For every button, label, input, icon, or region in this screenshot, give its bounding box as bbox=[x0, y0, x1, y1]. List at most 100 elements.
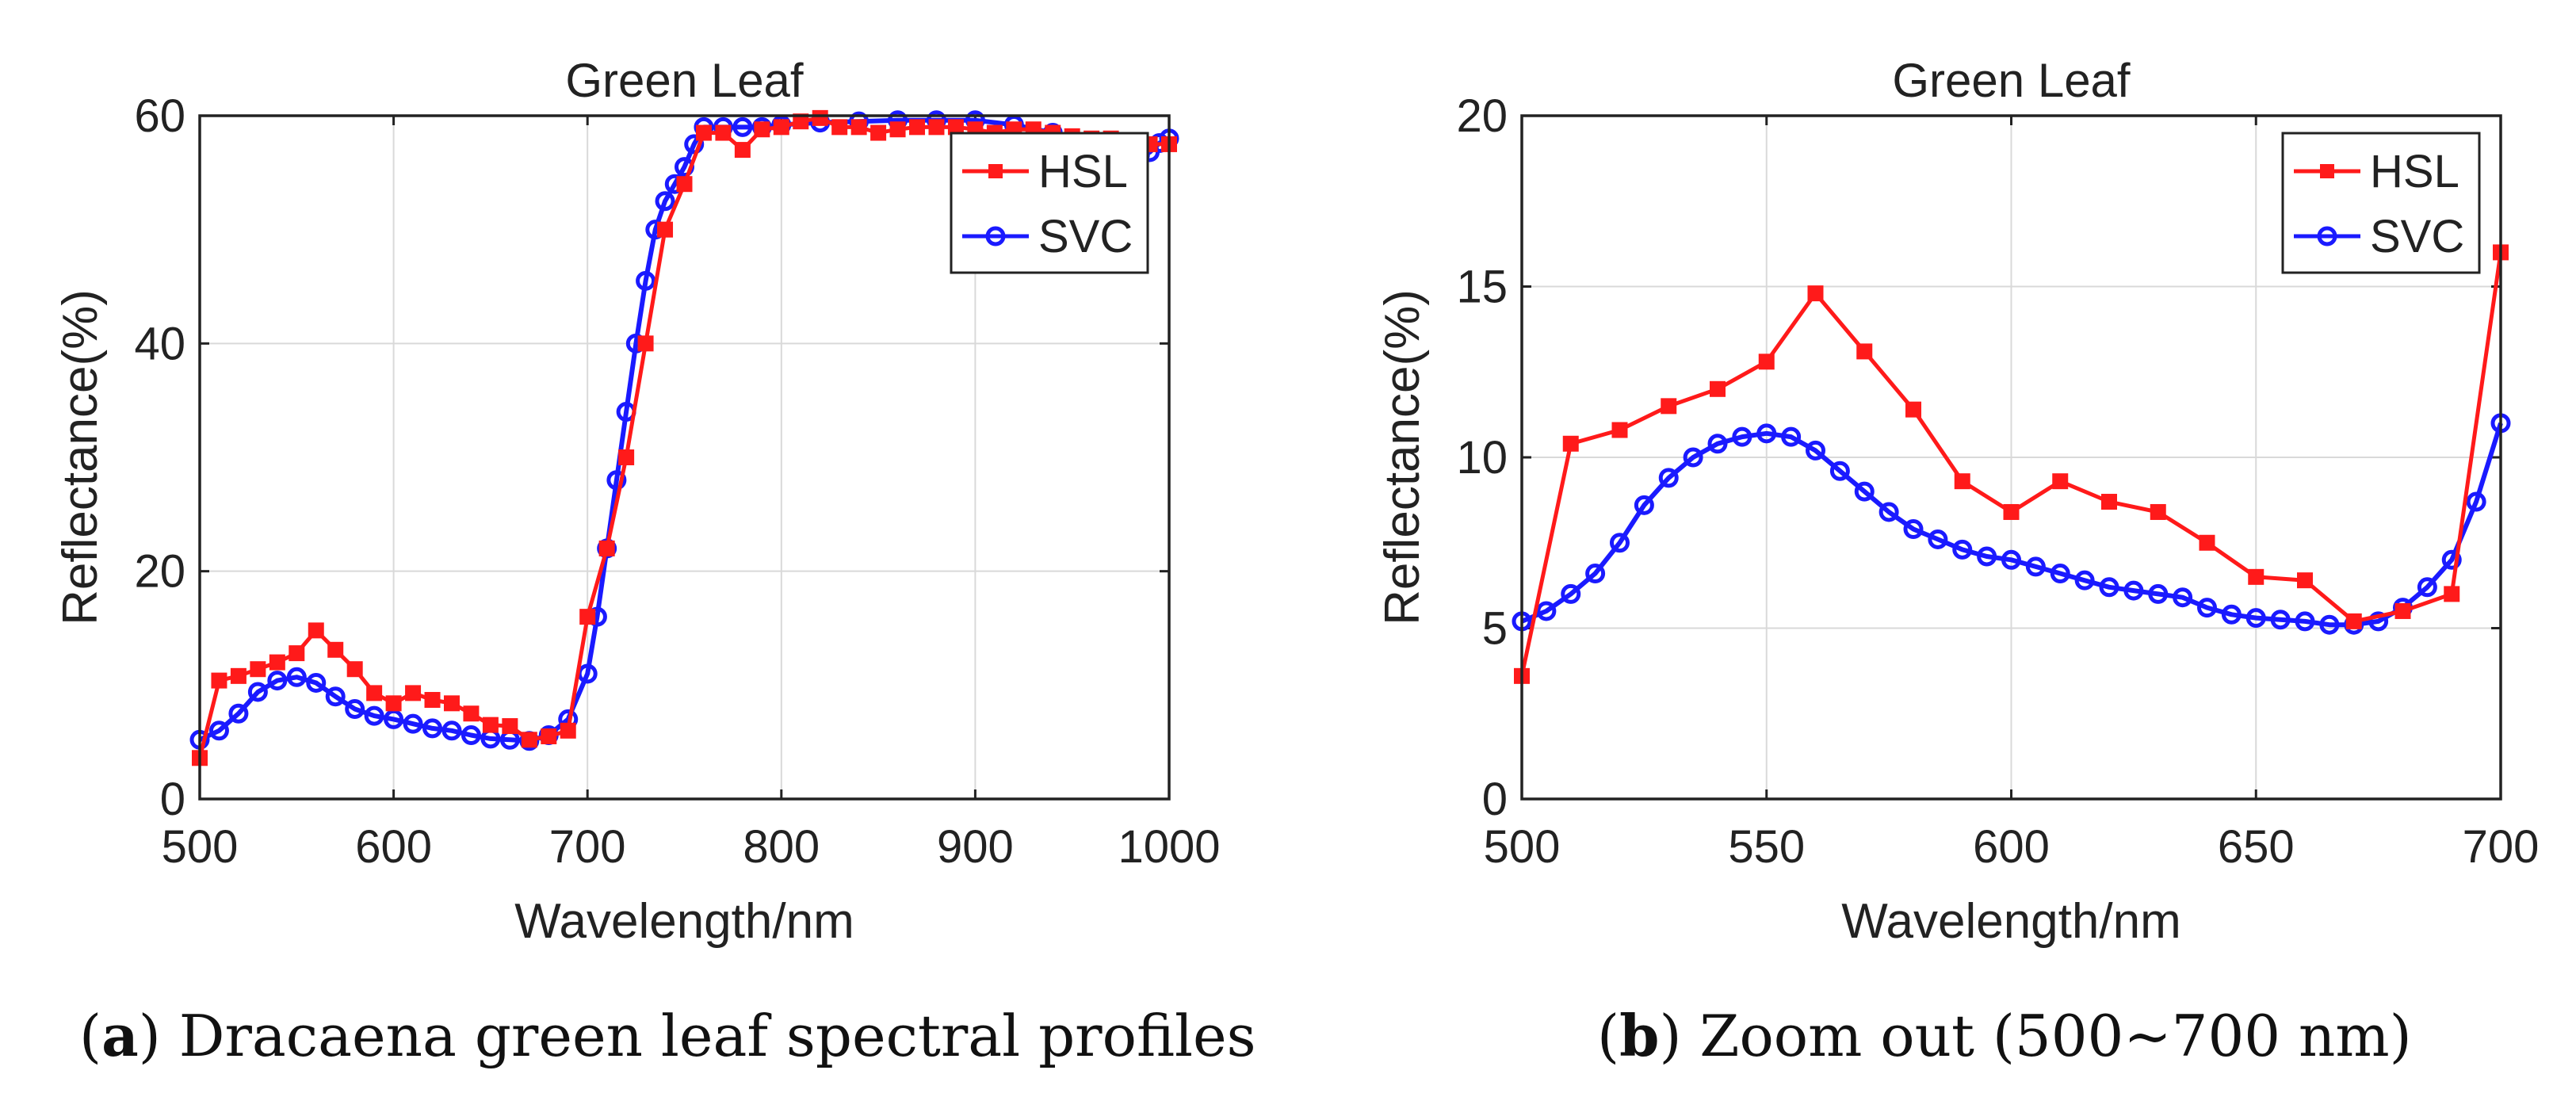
chart-panel-a: 500 600 700 800 900 1000 0 20 40 60 Green Leaf Wave… bbox=[53, 54, 1221, 949]
data-point-b-svc-4 bbox=[1610, 533, 1630, 553]
x-tick-label-a-700: 700 bbox=[549, 821, 626, 873]
data-point-a-hsl-2 bbox=[230, 667, 247, 684]
legend-box-a bbox=[950, 132, 1149, 274]
data-point-b-svc-33 bbox=[2319, 614, 2340, 635]
data-point-b-hsl-12 bbox=[2101, 494, 2117, 510]
caption-a-letter: a bbox=[101, 1002, 139, 1069]
data-point-a-hsl-37 bbox=[909, 119, 926, 136]
data-point-b-svc-1 bbox=[1536, 601, 1557, 621]
data-point-a-hsl-10 bbox=[385, 695, 402, 712]
data-point-a-svc-26 bbox=[636, 270, 656, 291]
data-point-a-hsl-36 bbox=[889, 121, 906, 138]
data-point-b-hsl-10 bbox=[2003, 503, 2020, 520]
data-point-b-svc-3 bbox=[1585, 564, 1606, 584]
x-tick-label-a-500: 500 bbox=[162, 821, 239, 873]
data-point-b-svc-27 bbox=[2173, 587, 2193, 608]
data-point-b-svc-31 bbox=[2270, 610, 2291, 630]
data-point-a-hsl-20 bbox=[579, 609, 596, 625]
legend-marker-b-hsl bbox=[2320, 164, 2334, 178]
data-point-b-hsl-5 bbox=[1758, 354, 1775, 370]
y-tick-label-a-60: 60 bbox=[134, 90, 185, 142]
data-point-a-hsl-18 bbox=[541, 728, 557, 744]
legend-box-b bbox=[2281, 132, 2481, 274]
data-point-b-svc-17 bbox=[1928, 529, 1948, 549]
data-point-a-hsl-32 bbox=[812, 109, 828, 126]
data-point-b-hsl-18 bbox=[2394, 602, 2411, 619]
y-tick-label-b-15: 15 bbox=[1456, 262, 1508, 313]
data-point-a-hsl-33 bbox=[831, 119, 848, 136]
data-point-b-hsl-11 bbox=[2052, 473, 2069, 490]
data-point-b-svc-23 bbox=[2074, 570, 2095, 591]
x-axis-label-b: Wavelength/nm bbox=[1841, 894, 2180, 949]
data-point-a-hsl-3 bbox=[250, 661, 266, 678]
data-point-b-hsl-8 bbox=[1905, 401, 1921, 418]
legend-label-a-hsl: HSL bbox=[1038, 146, 1128, 197]
data-point-b-svc-30 bbox=[2245, 608, 2266, 629]
legend-marker-b-svc bbox=[2317, 226, 2337, 247]
data-point-a-hsl-23 bbox=[637, 335, 654, 352]
x-tick-label-a-900: 900 bbox=[937, 821, 1014, 873]
data-point-a-hsl-16 bbox=[502, 718, 518, 735]
data-point-b-svc-25 bbox=[2123, 580, 2144, 601]
x-tick-label-b-700: 700 bbox=[2463, 821, 2540, 873]
data-point-b-svc-12 bbox=[1806, 440, 1825, 461]
data-point-b-hsl-7 bbox=[1856, 343, 1873, 360]
data-point-a-hsl-22 bbox=[618, 449, 635, 465]
data-point-a-hsl-26 bbox=[695, 124, 712, 141]
data-point-b-svc-7 bbox=[1683, 447, 1703, 468]
chart-title-b: Green Leaf bbox=[1892, 54, 2131, 107]
data-point-b-svc-2 bbox=[1561, 583, 1581, 604]
data-point-a-svc-7 bbox=[325, 686, 346, 707]
caption-a: (a) Dracaena green leaf spectral profile… bbox=[79, 1002, 1256, 1069]
data-point-a-hsl-19 bbox=[560, 722, 576, 739]
data-point-a-hsl-30 bbox=[773, 119, 789, 136]
data-point-b-svc-32 bbox=[2295, 611, 2315, 632]
data-point-b-svc-28 bbox=[2197, 598, 2217, 618]
data-point-a-hsl-9 bbox=[366, 685, 383, 701]
data-point-b-hsl-14 bbox=[2199, 534, 2215, 551]
chart-panel-b: 500 550 600 650 700 0 5 10 15 20 Green Leaf Wavelen… bbox=[1375, 54, 2539, 949]
data-point-a-svc-3 bbox=[247, 682, 268, 702]
data-point-a-svc-13 bbox=[441, 721, 462, 741]
data-point-b-hsl-3 bbox=[1661, 398, 1677, 415]
data-point-b-hsl-13 bbox=[2150, 503, 2166, 520]
x-tick-label-a-800: 800 bbox=[743, 821, 820, 873]
data-point-a-hsl-14 bbox=[463, 705, 480, 722]
data-point-b-svc-19 bbox=[1977, 546, 1997, 567]
data-point-b-svc-37 bbox=[2417, 577, 2437, 598]
data-point-a-svc-10 bbox=[384, 709, 404, 729]
y-tick-label-b-10: 10 bbox=[1456, 432, 1508, 484]
data-point-b-hsl-6 bbox=[1807, 285, 1824, 302]
x-tick-label-b-600: 600 bbox=[1973, 821, 2050, 873]
data-point-b-svc-6 bbox=[1658, 468, 1679, 488]
x-tick-label-b-650: 650 bbox=[2218, 821, 2295, 873]
data-point-a-hsl-35 bbox=[870, 124, 887, 141]
data-point-a-hsl-27 bbox=[715, 124, 732, 141]
data-point-b-svc-13 bbox=[1829, 461, 1850, 481]
data-point-a-hsl-21 bbox=[598, 540, 615, 556]
data-point-a-svc-8 bbox=[345, 699, 365, 720]
y-tick-label-b-5: 5 bbox=[1482, 603, 1508, 655]
data-point-a-hsl-11 bbox=[405, 685, 422, 701]
data-point-a-hsl-12 bbox=[424, 692, 441, 709]
caption-b-letter: b bbox=[1619, 1002, 1660, 1069]
x-tick-label-a-1000: 1000 bbox=[1118, 821, 1220, 873]
data-point-a-svc-2 bbox=[228, 703, 249, 724]
data-point-b-hsl-9 bbox=[1954, 473, 1970, 490]
data-point-b-svc-24 bbox=[2099, 577, 2119, 598]
data-point-b-svc-14 bbox=[1854, 481, 1875, 502]
data-point-b-hsl-19 bbox=[2444, 586, 2460, 602]
data-point-a-svc-6 bbox=[306, 672, 327, 693]
data-point-a-svc-31 bbox=[684, 134, 705, 155]
data-point-a-svc-14 bbox=[461, 725, 481, 746]
axes-box-b bbox=[1520, 114, 2502, 801]
data-point-b-svc-26 bbox=[2148, 583, 2169, 604]
caption-a-text: ) Dracaena green leaf spectral profiles bbox=[138, 1003, 1256, 1069]
y-axis-label-a: Reflectance(%) bbox=[53, 289, 108, 625]
y-tick-label-a-20: 20 bbox=[134, 546, 185, 598]
data-point-a-svc-9 bbox=[364, 705, 384, 726]
data-point-b-svc-21 bbox=[2025, 556, 2046, 577]
caption-b-text: ) Zoom out (500~700 nm) bbox=[1659, 1003, 2412, 1069]
data-point-a-hsl-6 bbox=[308, 622, 324, 639]
data-point-a-svc-34 bbox=[732, 117, 753, 137]
